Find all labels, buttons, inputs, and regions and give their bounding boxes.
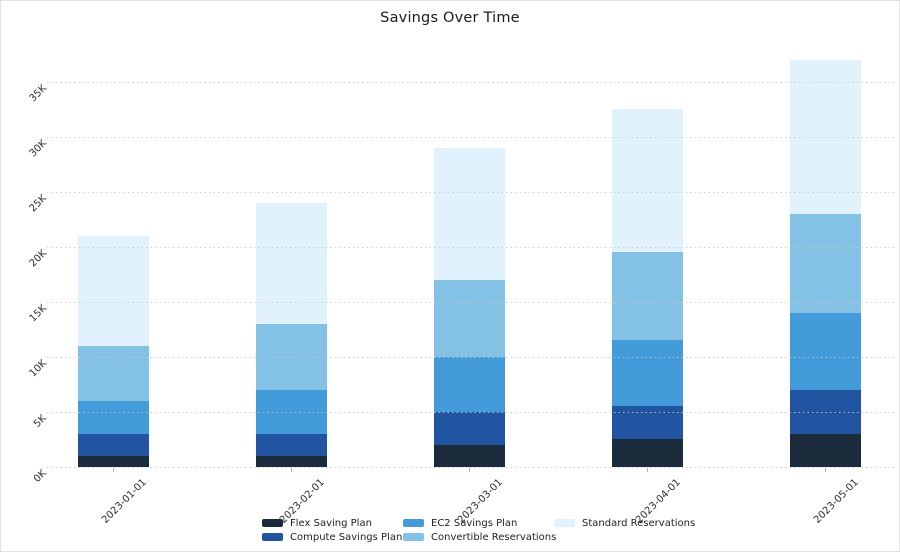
bar-segment[interactable] [255,389,327,434]
bar-segment[interactable] [433,279,505,357]
legend-label: Standard Reservations [582,517,696,529]
gridline [47,136,895,138]
bar-segment[interactable] [77,400,149,434]
bar-segment[interactable] [433,411,505,445]
legend-item-ec2-savings-plan[interactable]: EC2 Savings Plan [403,517,517,529]
x-tick-mark [825,468,826,472]
y-tick-label: 10K [27,357,49,380]
gridline [47,467,895,468]
bar-segment[interactable] [611,406,683,440]
x-tick-mark [647,468,648,472]
bar-segment[interactable] [255,455,327,467]
bar-segment[interactable] [789,312,861,390]
bar-segment[interactable] [789,59,861,214]
y-tick-label: 35K [27,82,49,105]
bar-segment[interactable] [789,389,861,434]
bar-segment[interactable] [433,444,505,467]
bar-stack-2023-03-01[interactable] [433,147,505,467]
bar-segment[interactable] [255,323,327,390]
legend-label: EC2 Savings Plan [431,517,518,529]
bar-segment[interactable] [789,213,861,313]
legend-item-standard-reservations[interactable]: Standard Reservations [554,517,695,529]
y-tick-label: 0K [31,468,49,485]
bar-segment[interactable] [255,202,327,324]
legend-label: Flex Saving Plan [290,517,372,529]
y-tick-label: 5K [31,412,49,430]
y-tick-label: 30K [27,137,49,160]
chart-title: Savings Over Time [380,10,520,26]
bar-segment[interactable] [611,439,683,467]
bar-segment[interactable] [77,235,149,346]
bar-segment[interactable] [255,433,327,456]
bar-stack-2023-02-01[interactable] [255,202,327,467]
bar-segment[interactable] [611,252,683,341]
bar-segment[interactable] [433,147,505,280]
bar-segment[interactable] [433,356,505,412]
gridline [47,81,895,83]
legend-item-compute-savings-plan[interactable]: Compute Savings Plan [262,531,402,543]
bar-stack-2023-01-01[interactable] [77,235,149,467]
x-tick-label: 2023-01-01 [99,477,149,526]
x-tick-label: 2023-05-01 [811,477,861,526]
legend-item-convertible-reservations[interactable]: Convertible Reservations [403,531,556,543]
x-tick-mark [469,468,470,472]
bar-segment[interactable] [77,455,149,467]
bar-segment[interactable] [611,340,683,407]
y-tick-label: 20K [27,247,49,270]
y-tick-label: 25K [27,192,49,215]
bar-segment[interactable] [789,433,861,467]
x-tick-mark [113,468,114,472]
legend-swatch-icon [403,533,424,541]
legend-swatch-icon [554,519,575,527]
x-tick-mark [291,468,292,472]
legend-label: Convertible Reservations [431,531,557,543]
bar-stack-2023-05-01[interactable] [789,59,861,467]
y-tick-label: 15K [27,302,49,325]
legend-item-flex-saving-plan[interactable]: Flex Saving Plan [262,517,372,529]
legend-swatch-icon [262,533,283,541]
bar-segment[interactable] [77,345,149,401]
legend-label: Compute Savings Plan [290,531,403,543]
legend-swatch-icon [403,519,424,527]
bar-stack-2023-04-01[interactable] [611,109,683,467]
legend-swatch-icon [262,519,283,527]
bar-segment[interactable] [611,109,683,253]
bar-segment[interactable] [77,433,149,456]
